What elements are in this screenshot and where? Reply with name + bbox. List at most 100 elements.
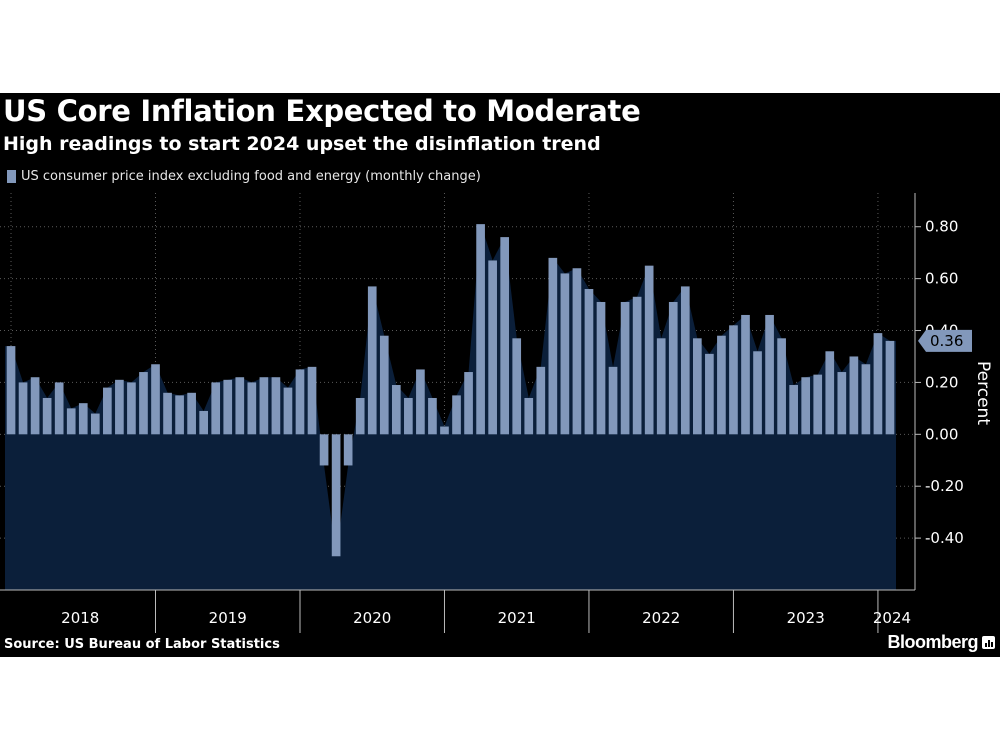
x-tick-label: 2024 — [873, 609, 911, 627]
bar — [175, 395, 184, 435]
bar — [813, 374, 823, 435]
bar — [861, 364, 871, 435]
bar — [235, 377, 245, 435]
bar — [283, 387, 293, 435]
x-tick-label: 2018 — [61, 609, 99, 627]
y-tick-label: 0.60 — [925, 270, 958, 288]
bar — [801, 377, 811, 435]
bar — [139, 372, 148, 435]
bar — [259, 377, 269, 435]
bar — [656, 338, 666, 435]
bar — [536, 366, 546, 435]
bar — [6, 346, 16, 435]
bar — [512, 338, 522, 435]
x-tick-labels: 2018 2019 2020 2021 2022 2023 2024 — [61, 609, 911, 627]
bar — [211, 382, 221, 435]
bar — [524, 397, 534, 435]
y-tick-label: 0.20 — [925, 373, 958, 391]
bar — [391, 385, 401, 435]
y-tick-labels: 0.800.600.400.200.00-0.20-0.40 — [914, 193, 964, 590]
bar — [115, 379, 124, 435]
legend: US consumer price index excluding food a… — [7, 169, 481, 184]
bar — [584, 289, 594, 435]
brand-name: Bloomberg — [887, 632, 978, 652]
bar — [717, 335, 726, 435]
bar — [331, 434, 341, 557]
bar — [548, 257, 558, 435]
bar — [247, 382, 257, 435]
bar — [849, 356, 859, 435]
bar — [464, 372, 473, 435]
brand-logo: Bloomberg — [887, 632, 995, 653]
year-dividers — [155, 590, 879, 633]
bar — [873, 333, 883, 435]
bar — [500, 237, 510, 435]
bar — [223, 379, 233, 435]
bar — [476, 224, 485, 435]
bar — [777, 338, 786, 435]
bar — [632, 296, 642, 435]
bar — [18, 382, 28, 435]
last-value-tag-shape — [918, 329, 972, 352]
bar — [596, 301, 606, 435]
bar — [825, 351, 835, 435]
bar — [620, 301, 630, 435]
x-tick-label: 2019 — [209, 609, 247, 627]
bar — [151, 364, 160, 435]
chart-title: US Core Inflation Expected to Moderate — [3, 94, 641, 128]
bar — [729, 325, 738, 435]
bar — [741, 314, 750, 435]
bar — [367, 286, 377, 435]
bar — [680, 286, 690, 435]
last-value-tag: 0.36 — [918, 329, 972, 352]
bar — [127, 382, 136, 435]
bar — [837, 372, 847, 435]
legend-swatch — [7, 170, 16, 183]
bar — [440, 426, 449, 435]
bar — [404, 397, 413, 435]
chart-subtitle: High readings to start 2024 upset the di… — [3, 133, 601, 155]
x-tick-label: 2022 — [642, 609, 680, 627]
bar — [668, 301, 678, 435]
bar — [765, 314, 774, 435]
bar — [379, 335, 389, 435]
bar — [54, 382, 64, 435]
bar — [692, 338, 702, 435]
bar-series — [6, 224, 895, 557]
y-tick-label: 0.80 — [925, 218, 958, 236]
bar — [163, 392, 172, 435]
bloomberg-terminal-icon — [982, 636, 995, 649]
y-tick-label: 0.00 — [925, 425, 958, 443]
bar — [199, 410, 209, 435]
bar — [319, 434, 329, 466]
x-tick-label: 2023 — [787, 609, 825, 627]
source-note: Source: US Bureau of Labor Statistics — [4, 637, 280, 652]
bar — [355, 397, 365, 435]
bar — [343, 434, 353, 466]
bar — [416, 369, 425, 435]
bar — [187, 392, 196, 435]
bar — [30, 377, 40, 435]
y-tick-label: -0.40 — [925, 529, 964, 547]
bar — [644, 265, 654, 435]
bar — [789, 385, 798, 435]
bar — [103, 387, 112, 435]
bar — [271, 377, 281, 435]
bar — [295, 369, 305, 435]
bar — [428, 397, 437, 435]
chart-area-fill — [5, 224, 896, 590]
x-tick-label: 2020 — [353, 609, 391, 627]
bar — [560, 273, 570, 435]
legend-label: US consumer price index excluding food a… — [21, 169, 481, 184]
bar — [78, 403, 88, 435]
bar — [705, 353, 714, 435]
last-value-label: 0.36 — [930, 332, 963, 350]
bar — [753, 351, 762, 435]
bar — [885, 340, 895, 435]
bar — [42, 397, 52, 435]
x-tick-label: 2021 — [498, 609, 536, 627]
bar — [572, 268, 582, 435]
bar — [66, 408, 76, 435]
bar — [452, 395, 461, 435]
